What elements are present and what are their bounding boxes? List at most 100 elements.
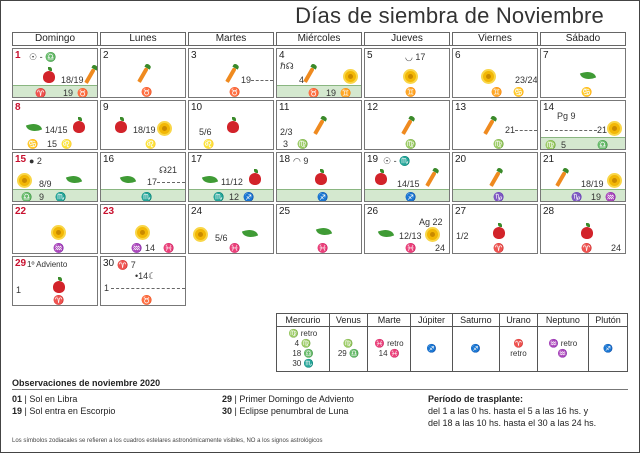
- calendar-grid: 1 ☉ - ♎ 18/19 ♈ 19 ♉ 2 ♉ 3 19 ♉ 4 ℏ☊ 4 ♉ 19 ♊ 5 ◡ 17 ♊ 6 23/2…: [12, 45, 626, 306]
- day-cell: 12 ♍: [364, 100, 450, 150]
- day-cell: 11 2/3 3 ♍: [276, 100, 362, 150]
- zodiac-symbol: 12: [229, 192, 240, 202]
- planet-name: Saturno: [451, 313, 501, 327]
- cell-text: 1: [104, 283, 110, 293]
- leaf-icon: [241, 226, 259, 241]
- zodiac-symbol: ♌: [61, 139, 73, 149]
- cell-text: 4: [299, 75, 305, 85]
- zodiac-band: [101, 189, 185, 201]
- day-label: 1º Adviento: [27, 260, 68, 269]
- zodiac-symbol: ♏: [141, 192, 153, 202]
- zodiac-band: [13, 189, 97, 201]
- obs-item: 19 | Sol entra en Escorpio: [12, 406, 116, 416]
- zodiac-symbol: ♍: [297, 139, 309, 149]
- zodiac-symbol: ♎: [597, 140, 609, 150]
- cell-text: Pg 9: [557, 111, 576, 121]
- cell-text: •14☾: [135, 271, 157, 281]
- day-number: 8: [15, 102, 21, 113]
- observations-title: Observaciones de noviembre 2020: [12, 378, 161, 388]
- zodiac-symbol: ♒: [605, 192, 617, 202]
- day-number: 1: [15, 50, 21, 61]
- weekday-label: Martes: [188, 32, 274, 45]
- zodiac-symbol: ♊: [491, 87, 503, 97]
- zodiac-symbol: ♋: [27, 139, 39, 149]
- day-number: 28: [543, 206, 555, 217]
- footnote: Los símbolos zodiacales se refieren a lo…: [12, 438, 323, 444]
- obs-item: 29 | Primer Domingo de Adviento: [222, 394, 354, 404]
- page-title: Días de siembra de Noviembre: [295, 3, 604, 28]
- cell-text: 5/6: [215, 233, 228, 243]
- cell-text: ● 2: [29, 156, 42, 166]
- day-number: 25: [279, 206, 291, 217]
- dashed-line: [515, 130, 537, 131]
- carrot-icon: [303, 67, 315, 83]
- calendar: Domingo Lunes Martes Miércoles Jueves Viernes…: [12, 32, 626, 306]
- day-number: 6: [455, 50, 461, 61]
- zodiac-symbol: ♍: [405, 139, 417, 149]
- flower-icon: [19, 175, 30, 186]
- weekday-label: Lunes: [100, 32, 186, 45]
- planet-position-line: 29 ♎: [337, 349, 359, 358]
- cell-text: 2/3: [280, 127, 293, 137]
- zodiac-symbol: ♉: [229, 87, 241, 97]
- zodiac-symbol: ♌: [145, 139, 157, 149]
- planet-name: Júpiter: [410, 313, 453, 327]
- obs-item: 01 | Sol en Libra: [12, 394, 78, 404]
- cell-text: 8/9: [39, 179, 52, 189]
- apple-icon: [581, 223, 593, 239]
- cell-text: 14/15: [397, 179, 420, 189]
- planet-position-line: ♍ retro: [288, 329, 318, 338]
- planet-position-line: ♐: [426, 344, 437, 353]
- zodiac-symbol: ♎: [21, 192, 33, 202]
- zodiac-symbol: ♓: [317, 243, 329, 253]
- day-number: 12: [367, 102, 379, 113]
- flower-icon: [609, 175, 620, 186]
- day-number: 17: [191, 154, 203, 165]
- cell-text: 21: [505, 125, 516, 135]
- zodiac-symbol: ♍: [545, 140, 557, 150]
- apple-icon: [315, 169, 327, 185]
- day-cell: 18 ◠ 9 ♐: [276, 152, 362, 202]
- day-number: 22: [15, 206, 27, 217]
- apple-icon: [493, 223, 505, 239]
- day-cell: 1 ☉ - ♎ 18/19 ♈ 19 ♉: [12, 48, 98, 98]
- flower-icon: [483, 71, 494, 82]
- planets-table: Mercurio Venus Marte Júpiter Saturno Urano Nep…: [276, 313, 628, 372]
- day-cell: 2 ♉: [100, 48, 186, 98]
- day-cell: 19 ☉ - ♏ 14/15 ♐: [364, 152, 450, 202]
- planet-name: Venus: [328, 313, 368, 327]
- carrot-icon: [425, 171, 437, 187]
- leaf-icon: [25, 120, 43, 135]
- day-number: 20: [455, 154, 467, 165]
- cell-text: 21: [597, 125, 608, 135]
- observations-divider: [12, 389, 628, 390]
- planet-position: ♍ retro 4 ♍ 18 ♎ 30 ♏: [276, 326, 330, 372]
- zodiac-symbol: 24: [435, 243, 446, 253]
- planet-position: ♐: [410, 326, 453, 372]
- zodiac-symbol: ♓: [405, 243, 417, 253]
- day-number: 5: [367, 50, 373, 61]
- zodiac-symbol: ♒: [53, 243, 65, 253]
- carrot-icon: [313, 119, 325, 135]
- planet-position-line: 30 ♏: [292, 359, 314, 368]
- cell-text: ♈ 7: [117, 260, 136, 270]
- zodiac-symbol: ♐: [405, 192, 417, 202]
- day-cell: 10 5/6 ♌: [188, 100, 274, 150]
- planet-position-line: retro: [510, 349, 527, 358]
- obs-item: 30 | Eclipse penumbral de Luna: [222, 406, 349, 416]
- zodiac-symbol: 19: [326, 88, 337, 98]
- flower-icon: [53, 227, 64, 238]
- apple-icon: [53, 277, 65, 293]
- zodiac-symbol: 24: [611, 243, 622, 253]
- zodiac-symbol: ♏: [213, 192, 225, 202]
- zodiac-band: [365, 189, 449, 201]
- weekday-label: Domingo: [12, 32, 98, 45]
- zodiac-symbol: ♑: [493, 192, 505, 202]
- zodiac-band: [541, 137, 625, 149]
- planet-position: ♐: [451, 326, 501, 372]
- day-number: 23: [103, 206, 115, 217]
- weekday-header: Domingo Lunes Martes Miércoles Jueves Viernes…: [12, 32, 626, 45]
- leaf-icon: [119, 172, 137, 187]
- planet-position-line: 4 ♍: [294, 339, 312, 348]
- day-cell: 25 ♓: [276, 204, 362, 254]
